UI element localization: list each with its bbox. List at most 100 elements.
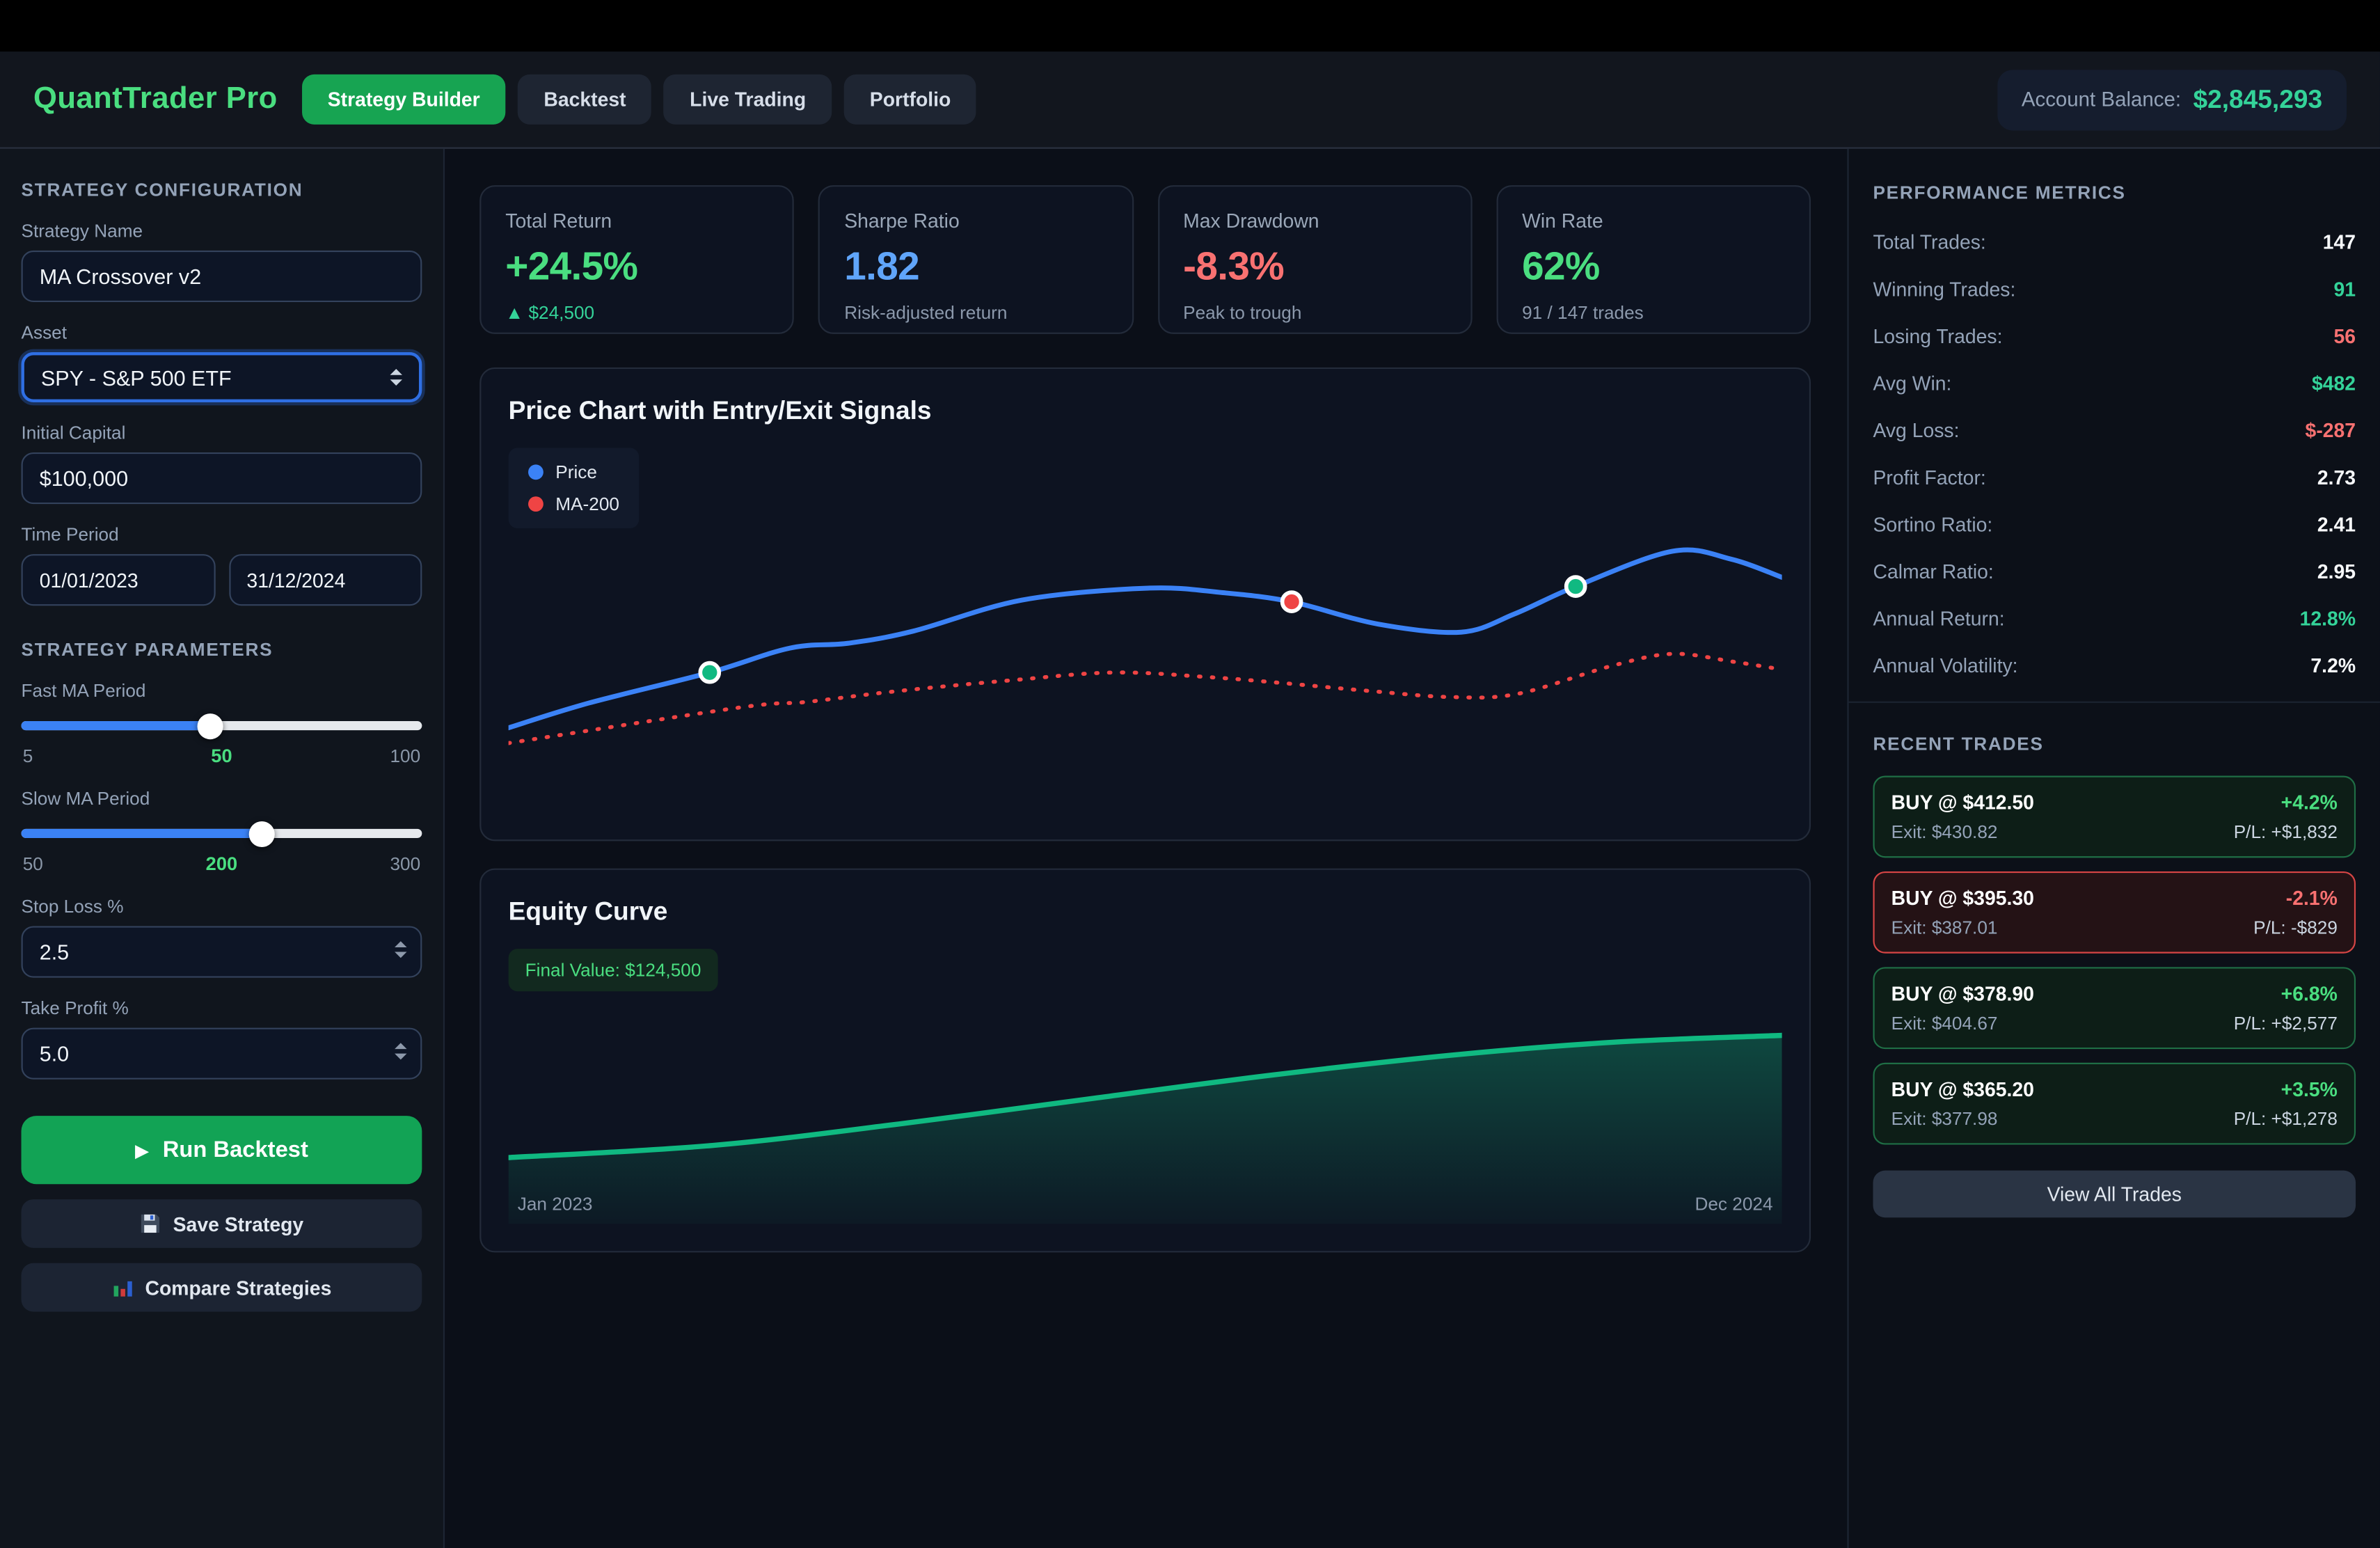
legend-label: Price bbox=[555, 461, 597, 483]
nav-tab-live-trading[interactable]: Live Trading bbox=[664, 74, 832, 125]
metric-label: Sharpe Ratio bbox=[844, 209, 960, 232]
trade-entry: BUY @ $378.90 bbox=[1891, 982, 2034, 1005]
trade-entry: BUY @ $412.50 bbox=[1891, 791, 2034, 814]
slider-max: 300 bbox=[390, 853, 421, 875]
perf-row-losing-trades: Losing Trades: 56 bbox=[1873, 324, 2356, 348]
asset-label: Asset bbox=[21, 322, 68, 343]
take-profit-stepper[interactable] bbox=[21, 1027, 422, 1080]
perf-row-winning-trades: Winning Trades: 91 bbox=[1873, 278, 2356, 301]
compare-strategies-label: Compare Strategies bbox=[145, 1276, 332, 1299]
params-section-title: STRATEGY PARAMETERS bbox=[21, 639, 273, 661]
floppy-disk-icon bbox=[141, 1214, 160, 1233]
initial-capital-label: Initial Capital bbox=[21, 422, 126, 443]
main-content: Total Return +24.5% ▲ $24,500 Sharpe Rat… bbox=[445, 149, 1847, 1548]
metric-card-max-drawdown: Max Drawdown -8.3% Peak to trough bbox=[1157, 185, 1473, 334]
slider-thumb[interactable] bbox=[197, 713, 223, 740]
price-series-dot-icon bbox=[528, 464, 544, 480]
top-black-strip bbox=[0, 0, 2380, 52]
stop-loss-input[interactable] bbox=[21, 926, 422, 978]
trade-card: BUY @ $412.50 +4.2% Exit: $430.82 P/L: +$1… bbox=[1873, 775, 2356, 858]
stop-loss-stepper[interactable] bbox=[21, 926, 422, 978]
metric-value: 1.82 bbox=[844, 242, 919, 289]
legend-item-ma200: MA-200 bbox=[528, 493, 619, 515]
metric-card-total-return: Total Return +24.5% ▲ $24,500 bbox=[479, 185, 795, 334]
slider-thumb[interactable] bbox=[249, 821, 276, 848]
trade-pl: P/L: -$829 bbox=[2253, 917, 2338, 938]
trade-card: BUY @ $395.30 -2.1% Exit: $387.01 P/L: -$8… bbox=[1873, 871, 2356, 954]
trade-card: BUY @ $365.20 +3.5% Exit: $377.98 P/L: +$1… bbox=[1873, 1062, 2356, 1145]
metric-value: +24.5% bbox=[505, 242, 638, 289]
equity-chart-svg bbox=[508, 1032, 1782, 1224]
nav-tab-strategy-builder[interactable]: Strategy Builder bbox=[301, 74, 506, 125]
strategy-name-input[interactable] bbox=[21, 250, 422, 303]
slider-value: 200 bbox=[205, 853, 238, 875]
performance-panel: PERFORMANCE METRICS Total Trades: 147 Win… bbox=[1847, 148, 2380, 1548]
x-axis-end-label: Dec 2024 bbox=[1695, 1193, 1773, 1215]
perf-row-total-trades: Total Trades: 147 bbox=[1873, 230, 2356, 254]
perf-row-sortino-ratio: Sortino Ratio: 2.41 bbox=[1873, 513, 2356, 536]
trade-pl: P/L: +$1,278 bbox=[2233, 1108, 2338, 1130]
stepper-arrows-icon[interactable] bbox=[395, 1043, 407, 1060]
perf-row-profit-factor: Profit Factor: 2.73 bbox=[1873, 466, 2356, 489]
metric-sub: Risk-adjusted return bbox=[844, 302, 1008, 324]
slow-ma-label: Slow MA Period bbox=[21, 787, 150, 809]
metric-label: Max Drawdown bbox=[1183, 209, 1319, 232]
final-value-badge: Final Value: $124,500 bbox=[508, 949, 718, 992]
slider-min: 50 bbox=[22, 853, 43, 875]
trade-pct: +6.8% bbox=[2280, 982, 2338, 1005]
trade-entry: BUY @ $365.20 bbox=[1891, 1077, 2034, 1101]
metric-card-sharpe-ratio: Sharpe Ratio 1.82 Risk-adjusted return bbox=[818, 185, 1134, 334]
app-header: QuantTrader Pro Strategy Builder Backtes… bbox=[0, 52, 2380, 149]
x-axis-start-label: Jan 2023 bbox=[517, 1193, 593, 1215]
take-profit-input[interactable] bbox=[21, 1027, 422, 1080]
entry-signal-marker bbox=[1564, 575, 1587, 598]
fast-ma-scale: 5 50 100 bbox=[22, 745, 422, 768]
price-chart-title: Price Chart with Entry/Exit Signals bbox=[508, 396, 932, 425]
play-icon: ▶ bbox=[135, 1139, 150, 1161]
stepper-arrows-icon[interactable] bbox=[395, 941, 407, 958]
nav-tab-backtest[interactable]: Backtest bbox=[518, 74, 652, 125]
view-all-trades-button[interactable]: View All Trades bbox=[1873, 1170, 2356, 1218]
perf-row-calmar-ratio: Calmar Ratio: 2.95 bbox=[1873, 560, 2356, 583]
equity-chart-area: Jan 2023 Dec 2024 bbox=[508, 1004, 1782, 1224]
exit-signal-marker bbox=[1280, 590, 1303, 613]
asset-select[interactable]: SPY - S&P 500 ETF bbox=[21, 352, 422, 402]
end-date-input[interactable] bbox=[228, 554, 422, 606]
run-backtest-label: Run Backtest bbox=[162, 1137, 308, 1163]
price-chart-legend: Price MA-200 bbox=[508, 448, 640, 529]
save-strategy-label: Save Strategy bbox=[173, 1212, 304, 1235]
trade-exit: Exit: $404.67 bbox=[1891, 1012, 1998, 1034]
initial-capital-input[interactable] bbox=[21, 452, 422, 505]
nav-tab-portfolio[interactable]: Portfolio bbox=[843, 74, 977, 125]
slow-ma-slider[interactable] bbox=[21, 821, 422, 848]
compare-strategies-button[interactable]: Compare Strategies bbox=[21, 1263, 422, 1312]
slow-ma-scale: 50 200 300 bbox=[22, 853, 422, 876]
take-profit-label: Take Profit % bbox=[21, 997, 129, 1019]
legend-item-price: Price bbox=[528, 461, 619, 483]
metric-label: Win Rate bbox=[1522, 209, 1603, 232]
trade-pct: +4.2% bbox=[2280, 791, 2338, 814]
equity-chart-card: Equity Curve Final Value: $124,500 Jan 2… bbox=[479, 868, 1811, 1253]
start-date-input[interactable] bbox=[21, 554, 215, 606]
trade-pct: +3.5% bbox=[2280, 1077, 2338, 1101]
trade-exit: Exit: $377.98 bbox=[1891, 1108, 1998, 1130]
performance-section-title: PERFORMANCE METRICS bbox=[1873, 182, 2126, 204]
save-strategy-button[interactable]: Save Strategy bbox=[21, 1199, 422, 1248]
perf-row-annual-volatility: Annual Volatility: 7.2% bbox=[1873, 654, 2356, 677]
metric-value: -8.3% bbox=[1183, 242, 1285, 289]
select-arrows-icon bbox=[390, 369, 402, 386]
time-period-label: Time Period bbox=[21, 523, 119, 546]
slider-value: 50 bbox=[211, 745, 232, 767]
legend-label: MA-200 bbox=[555, 493, 619, 515]
account-balance-label: Account Balance: bbox=[2021, 88, 2182, 111]
strategy-sidebar: STRATEGY CONFIGURATION Strategy Name Ass… bbox=[0, 148, 445, 1548]
bar-chart-icon bbox=[113, 1281, 132, 1297]
metric-label: Total Return bbox=[505, 209, 612, 232]
trade-exit: Exit: $430.82 bbox=[1891, 821, 1998, 843]
fast-ma-slider[interactable] bbox=[21, 713, 422, 740]
perf-row-annual-return: Annual Return: 12.8% bbox=[1873, 607, 2356, 631]
run-backtest-button[interactable]: ▶ Run Backtest bbox=[21, 1116, 422, 1185]
stop-loss-label: Stop Loss % bbox=[21, 895, 124, 917]
metric-value: 62% bbox=[1522, 242, 1600, 289]
